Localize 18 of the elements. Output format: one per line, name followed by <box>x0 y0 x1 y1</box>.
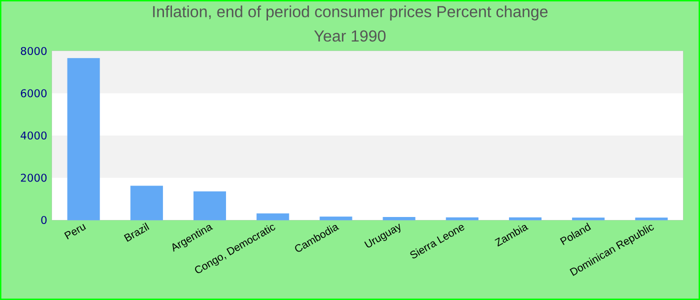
bar <box>130 186 163 220</box>
bar <box>256 213 290 220</box>
y-tick-label: 6000 <box>20 89 47 98</box>
y-tick-label: 2000 <box>20 174 47 182</box>
bar <box>67 58 100 220</box>
bar <box>508 217 542 220</box>
bar <box>635 218 668 220</box>
bar <box>572 218 605 220</box>
y-tick-label: 8000 <box>20 46 47 56</box>
bar <box>382 216 416 220</box>
x-tick-label: Peru <box>64 224 86 240</box>
chart-subtitle: Year 1990 <box>314 30 386 42</box>
y-tick-label: 0 <box>41 216 47 224</box>
y-tick-label: 4000 <box>20 131 47 140</box>
bar <box>446 217 478 220</box>
bar <box>320 216 352 220</box>
bar <box>193 191 226 220</box>
chart-title: Inflation, end of period consumer prices Percent change <box>153 6 548 20</box>
